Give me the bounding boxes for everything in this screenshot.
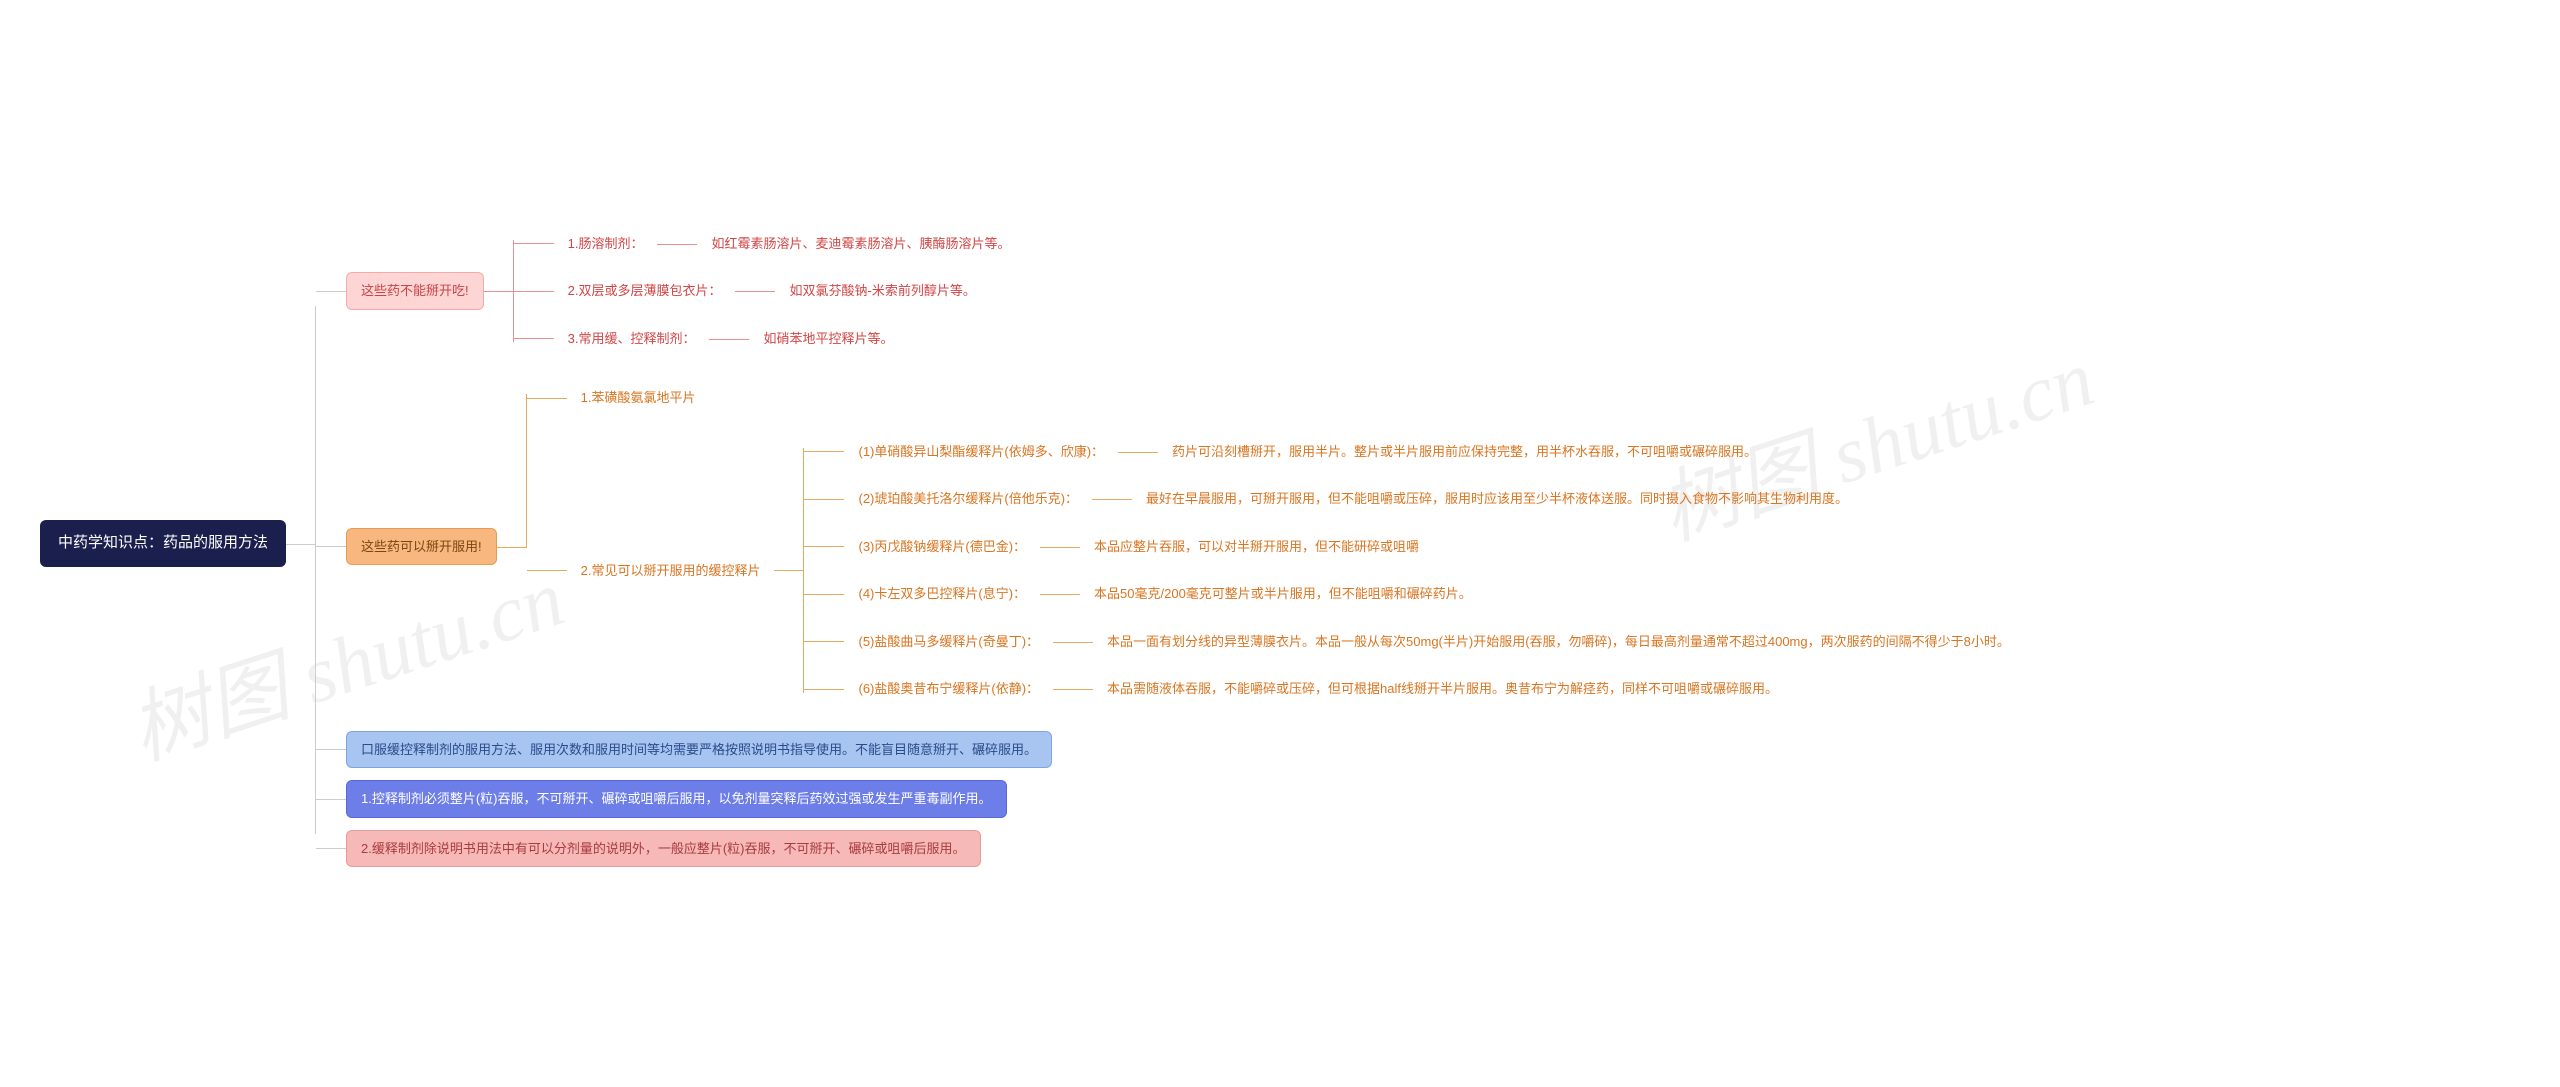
b2-sub-2-key: (3)丙戊酸钠缓释片(德巴金)： (844, 529, 1040, 565)
b2-sub-2-val: 本品应整片吞服，可以对半掰开服用，但不能研碎或咀嚼 (1080, 529, 1433, 565)
b2-sub-3-val: 本品50毫克/200毫克可整片或半片服用，但不能咀嚼和碾碎药片。 (1080, 576, 1486, 612)
b2-sub-5-val: 本品需随液体吞服，不能嚼碎或压碎，但可根据half线掰开半片服用。奥昔布宁为解痉… (1093, 671, 1792, 707)
b2-item-2: 2.常见可以掰开服用的缓控释片 (1)单硝酸异山梨酯缓释片(依姆多、欣康)： 药… (527, 428, 2024, 713)
b2-item-1: 1.苯磺酸氨氯地平片 (527, 380, 2024, 416)
b2-subs: (1)单硝酸异山梨酯缓释片(依姆多、欣康)： 药片可沿刻槽掰开，服用半片。整片或… (804, 428, 2023, 713)
level1-children: 这些药不能掰开吃! 1.肠溶制剂： 如红霉素肠溶片、麦迪霉素肠溶片、胰酶肠溶片等… (316, 214, 2024, 874)
branch-2-children: 1.苯磺酸氨氯地平片 2.常见可以掰开服用的缓控释片 (1)单硝酸异山梨酯缓释片… (527, 374, 2024, 719)
b2-sub-0-key: (1)单硝酸异山梨酯缓释片(依姆多、欣康)： (844, 434, 1118, 470)
b2-sub-4-val: 本品一面有划分线的异型薄膜衣片。本品一般从每次50mg(半片)开始服用(吞服，勿… (1093, 624, 2024, 660)
branch-3-label: 口服缓控释制剂的服用方法、服用次数和服用时间等均需要严格按照说明书指导使用。不能… (346, 731, 1052, 769)
branch-4-label: 1.控释制剂必须整片(粒)吞服，不可掰开、碾碎或咀嚼后服用，以免剂量突释后药效过… (346, 780, 1007, 818)
branch-5-label: 2.缓释制剂除说明书用法中有可以分剂量的说明外，一般应整片(粒)吞服，不可掰开、… (346, 830, 981, 868)
branch-2: 这些药可以掰开服用! 1.苯磺酸氨氯地平片 2.常见可以掰开服用的缓控释片 (1… (316, 374, 2024, 719)
b2-sub-0-val: 药片可沿刻槽掰开，服用半片。整片或半片服用前应保持完整，用半杯水吞服，不可咀嚼或… (1158, 434, 1771, 470)
branch-1: 这些药不能掰开吃! 1.肠溶制剂： 如红霉素肠溶片、麦迪霉素肠溶片、胰酶肠溶片等… (316, 220, 2024, 363)
branch-1-label: 这些药不能掰开吃! (346, 272, 484, 310)
b1-item-1-key: 2.双层或多层薄膜包衣片： (554, 273, 736, 309)
mindmap-container: 中药学知识点：药品的服用方法 这些药不能掰开吃! 1.肠溶制剂： 如红霉素肠溶片… (40, 40, 2520, 1047)
b1-item-0: 1.肠溶制剂： 如红霉素肠溶片、麦迪霉素肠溶片、胰酶肠溶片等。 (514, 226, 1025, 262)
b1-item-2: 3.常用缓、控释制剂： 如硝苯地平控释片等。 (514, 321, 1025, 357)
b1-item-2-val: 如硝苯地平控释片等。 (749, 321, 907, 357)
branch-3: 口服缓控释制剂的服用方法、服用次数和服用时间等均需要严格按照说明书指导使用。不能… (316, 731, 2024, 769)
b2-sub-3: (4)卡左双多巴控释片(息宁)： 本品50毫克/200毫克可整片或半片服用，但不… (804, 576, 2023, 612)
b2-sub-1-val: 最好在早晨服用，可掰开服用，但不能咀嚼或压碎，服用时应该用至少半杯液体送服。同时… (1132, 481, 1862, 517)
b2-sub-4: (5)盐酸曲马多缓释片(奇曼丁)： 本品一面有划分线的异型薄膜衣片。本品一般从每… (804, 624, 2023, 660)
b2-sub-4-key: (5)盐酸曲马多缓释片(奇曼丁)： (844, 624, 1053, 660)
b1-item-0-key: 1.肠溶制剂： (554, 226, 658, 262)
branch-1-children: 1.肠溶制剂： 如红霉素肠溶片、麦迪霉素肠溶片、胰酶肠溶片等。 2.双层或多层薄… (514, 220, 1025, 363)
root-node: 中药学知识点：药品的服用方法 (40, 520, 286, 567)
b2-item-2-label: 2.常见可以掰开服用的缓控释片 (567, 553, 775, 589)
b1-item-0-val: 如红霉素肠溶片、麦迪霉素肠溶片、胰酶肠溶片等。 (697, 226, 1024, 262)
b2-sub-5: (6)盐酸奥昔布宁缓释片(依静)： 本品需随液体吞服，不能嚼碎或压碎，但可根据h… (804, 671, 2023, 707)
branch-4: 1.控释制剂必须整片(粒)吞服，不可掰开、碾碎或咀嚼后服用，以免剂量突释后药效过… (316, 780, 2024, 818)
b2-item-1-label: 1.苯磺酸氨氯地平片 (567, 380, 710, 416)
branch-2-label: 这些药可以掰开服用! (346, 528, 497, 566)
b2-sub-2: (3)丙戊酸钠缓释片(德巴金)： 本品应整片吞服，可以对半掰开服用，但不能研碎或… (804, 529, 2023, 565)
b2-sub-3-key: (4)卡左双多巴控释片(息宁)： (844, 576, 1040, 612)
branch-5: 2.缓释制剂除说明书用法中有可以分剂量的说明外，一般应整片(粒)吞服，不可掰开、… (316, 830, 2024, 868)
b1-item-2-key: 3.常用缓、控释制剂： (554, 321, 710, 357)
b2-sub-5-key: (6)盐酸奥昔布宁缓释片(依静)： (844, 671, 1053, 707)
b1-item-1-val: 如双氯芬酸钠-米索前列醇片等。 (775, 273, 989, 309)
b2-sub-1: (2)琥珀酸美托洛尔缓释片(倍他乐克)： 最好在早晨服用，可掰开服用，但不能咀嚼… (804, 481, 2023, 517)
b2-sub-0: (1)单硝酸异山梨酯缓释片(依姆多、欣康)： 药片可沿刻槽掰开，服用半片。整片或… (804, 434, 2023, 470)
b1-item-1: 2.双层或多层薄膜包衣片： 如双氯芬酸钠-米索前列醇片等。 (514, 273, 1025, 309)
b2-sub-1-key: (2)琥珀酸美托洛尔缓释片(倍他乐克)： (844, 481, 1092, 517)
